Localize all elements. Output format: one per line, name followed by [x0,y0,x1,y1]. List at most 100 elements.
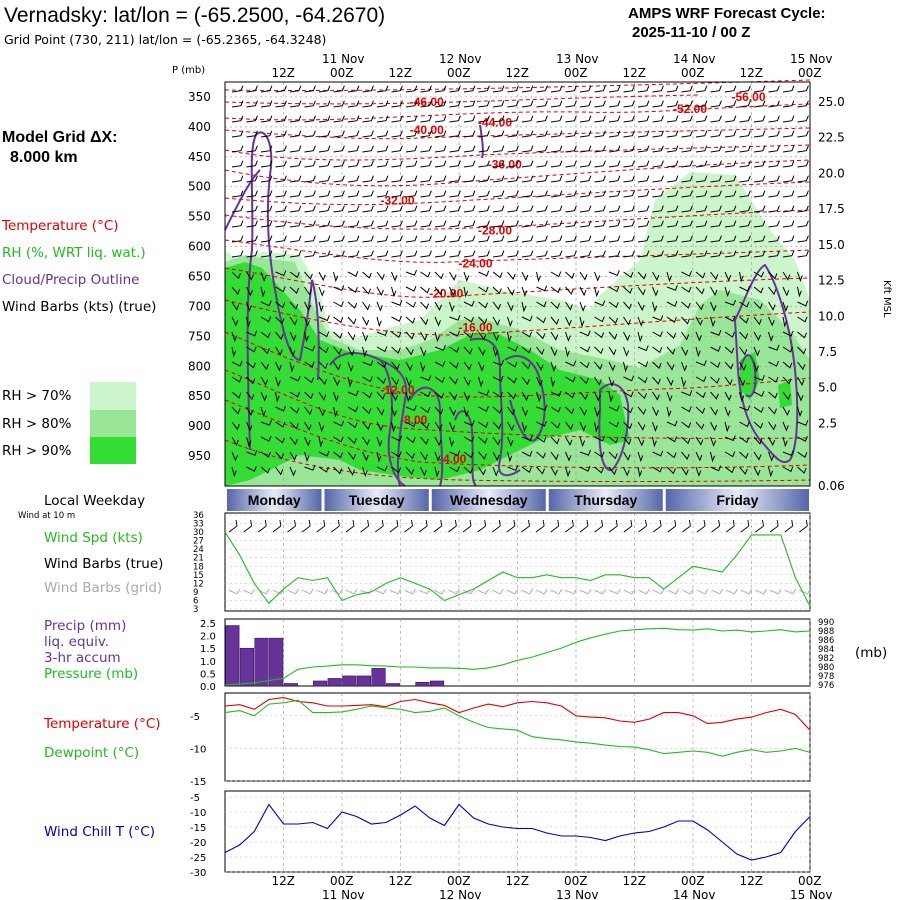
wind-barb [695,436,704,446]
wind-barb [362,301,371,311]
wind-barb [246,376,256,385]
wind-barb [333,346,342,355]
wind-barb [246,190,258,198]
wind-barb [289,316,298,326]
wind-barb [463,220,476,228]
top-hour-label: 12Z [740,66,764,80]
dewpoint-label: Dewpoint (°C) [44,745,139,761]
wind-barb [507,406,516,416]
precip-bar [342,675,357,687]
wind-barb [376,130,389,138]
wind-barb [304,160,316,168]
wind-barb-true [418,519,428,533]
wind-barb [463,316,474,323]
wind-barb [304,421,312,431]
wind-barb [550,390,562,397]
wind-barb [594,271,601,282]
wind-barb [550,130,563,138]
wind-barb [608,466,617,476]
wind-barb [724,315,736,322]
height-tick-label: 7.5 [818,345,837,359]
wind-barb [449,85,461,93]
wind-barb [478,376,484,388]
wind-barb [478,466,486,476]
wind-barb [347,115,360,123]
wind-barb [405,175,418,183]
wind-barb [681,270,692,277]
wind-barb [318,160,331,168]
wind-barb [231,376,242,383]
wind-barb [347,421,358,429]
wind-barb [521,271,529,282]
wind-barb [333,205,345,213]
wind-barb [289,175,302,183]
rh80-swatch [90,410,136,437]
wind-barb [318,190,331,198]
wind-barb [391,361,400,370]
wind-barb [739,160,751,168]
wind-barb [231,286,241,295]
bottom-date-label: 12 Nov [439,888,482,900]
wind-barb [724,466,735,474]
wind-barb [782,190,795,198]
wind-barb [623,346,630,357]
wind-barb [246,205,258,213]
wind-barb [304,376,315,384]
wind-barb [333,391,339,402]
wind-barb [260,250,273,258]
wind-barb [753,175,766,183]
wind-barb-grid [375,588,387,595]
wind-barb [362,391,373,399]
wind-barb [492,145,505,153]
wind-barb [333,115,345,123]
wind-barb [231,115,244,123]
wind-barb-grid [711,588,724,595]
wind-barb [376,465,388,472]
wind-barb [289,271,300,279]
wind-barb [246,160,258,168]
wind-barb [710,465,722,472]
wind-barb [550,190,563,198]
wind-barb [768,466,774,478]
wind-tick-label: 30 [193,528,204,538]
wind-barb [420,346,427,357]
wind-barb [739,405,751,412]
wind-barb [710,391,719,400]
bottom-hour-label: 00Z [798,874,822,888]
wind-barb [782,220,795,228]
wind-barb [275,270,287,277]
wind-barb [652,85,664,93]
wind-barb [434,376,445,383]
wind-chill-line [224,803,811,861]
wind-barb [782,130,795,138]
wind-barb [608,361,616,372]
wind-barb [565,130,577,138]
wind-barb [637,220,650,228]
wind-barb [594,175,606,183]
wind-barb [492,235,505,243]
wind-barb [420,375,432,382]
wind-barb [550,220,563,228]
wind-barb [550,376,556,388]
wind-barb [594,250,606,258]
top-hour-label: 12Z [389,66,413,80]
height-tick-label: 15.0 [818,238,845,252]
wind-barb [260,145,273,153]
wind-barb [391,300,403,306]
wind-barb [739,220,751,228]
pressure-tick-label-right: 986 [818,636,834,646]
wind-speed-line [224,531,811,607]
wind-barb [246,115,258,123]
wind-barb [289,451,297,461]
wind-barb [434,406,444,415]
wind-tick-label: 36 [193,511,204,521]
wind-barb-grid [623,588,636,595]
pressure-tick-label-right: 982 [818,654,834,664]
wind-barb [333,420,345,427]
wind-barb [681,406,692,413]
wind-barb [681,205,693,213]
bottom-date-label: 15 Nov [790,888,833,900]
wind-barb [550,85,563,93]
wind-barb-true [404,519,413,533]
wind-barb [753,220,766,228]
